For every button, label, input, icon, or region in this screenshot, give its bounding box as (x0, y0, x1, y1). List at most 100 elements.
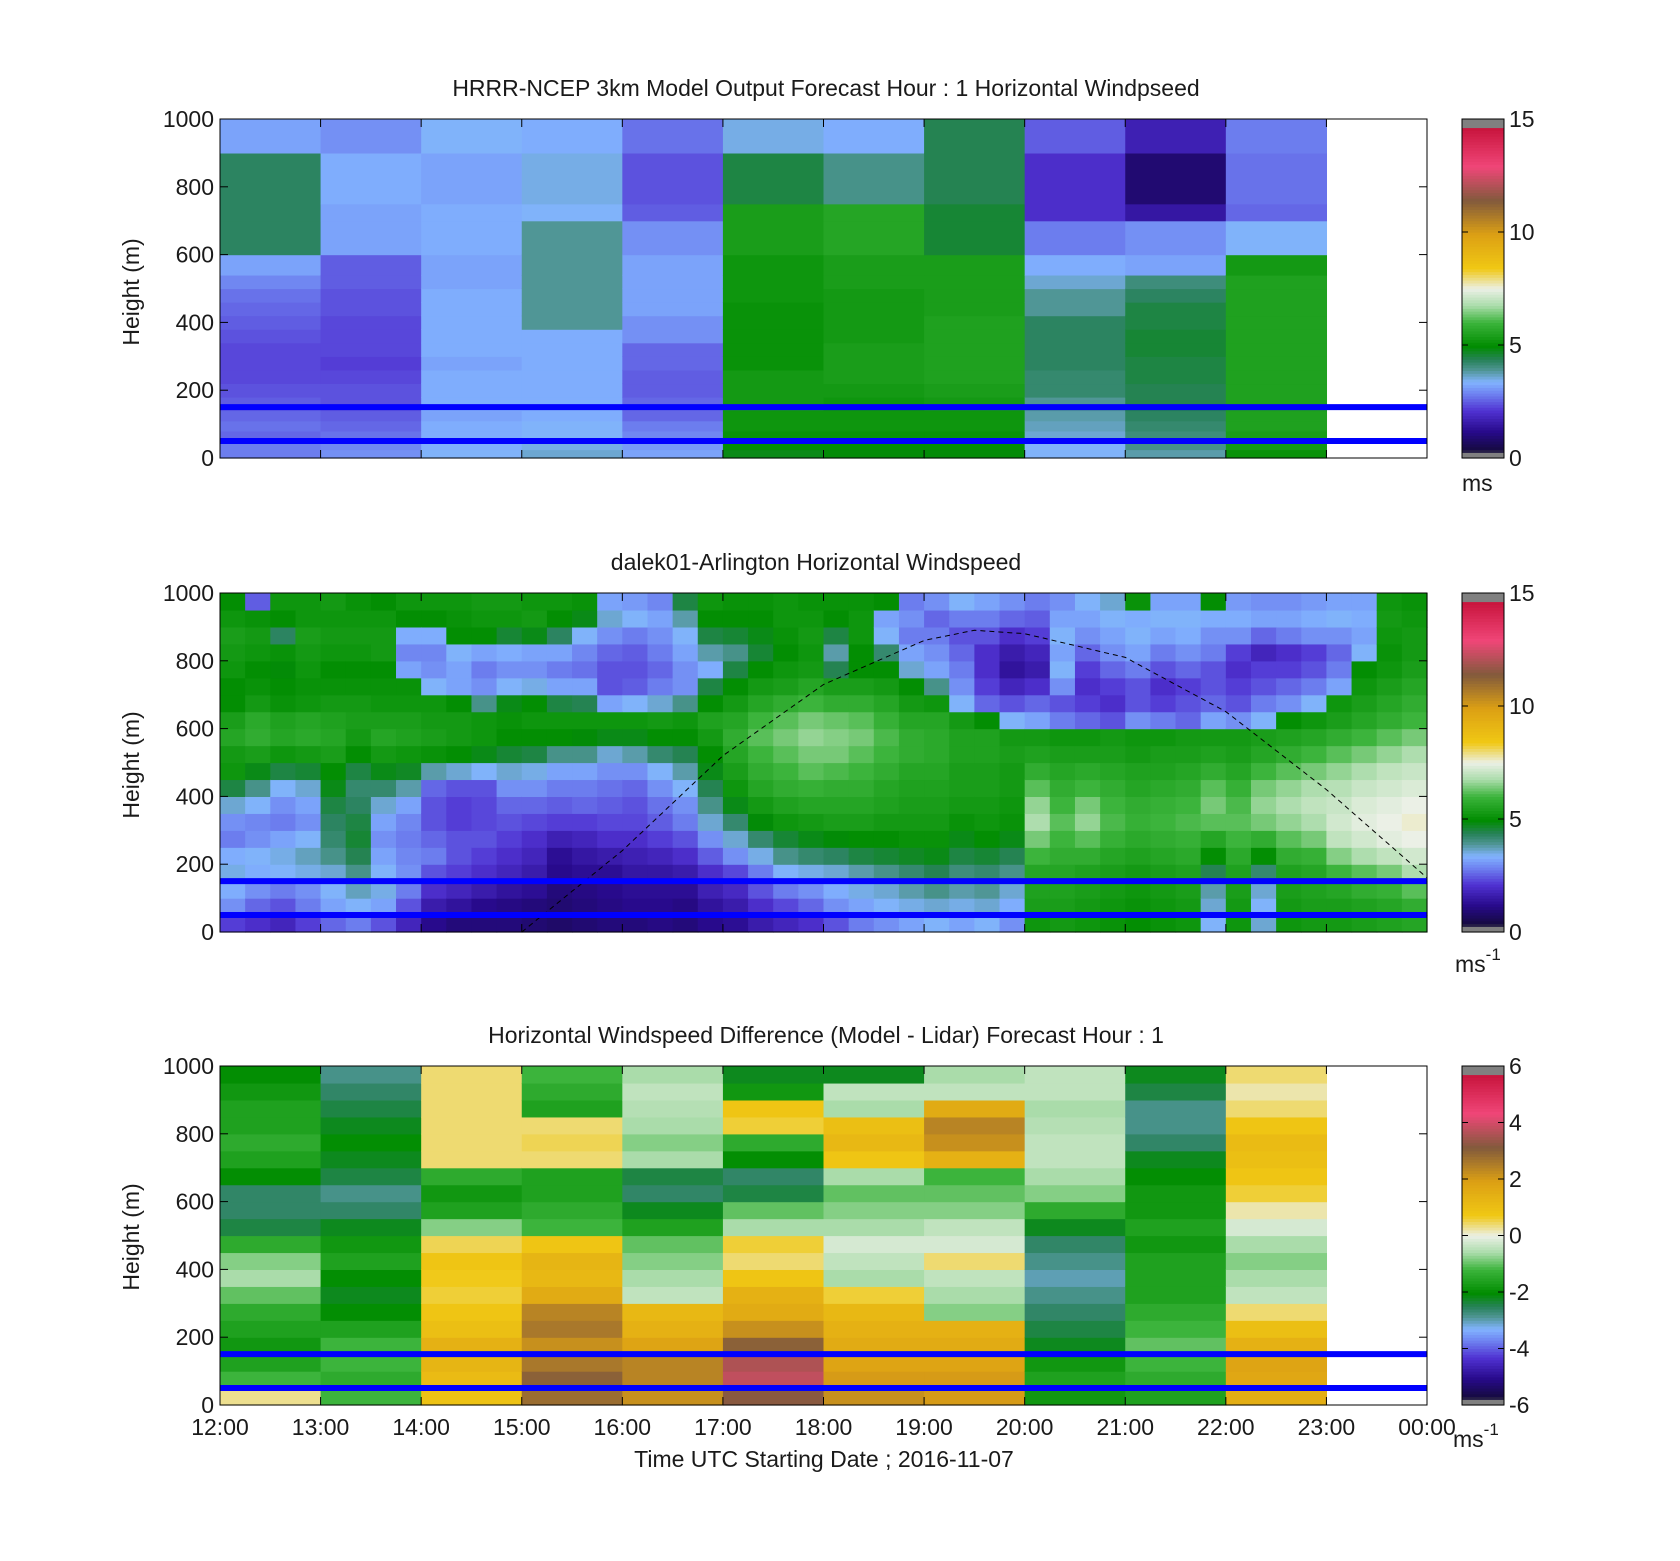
colorbar-segment (1462, 356, 1504, 360)
heatmap-cell (220, 643, 246, 662)
heatmap-cell (722, 677, 749, 696)
heatmap-cell (370, 609, 397, 628)
heatmap-cell (546, 643, 573, 662)
heatmap-cell (1376, 881, 1403, 899)
heatmap-cell (1326, 643, 1353, 662)
heatmap-cell (1225, 383, 1328, 398)
heatmap-cell (722, 779, 749, 797)
heatmap-cell (798, 728, 825, 747)
heatmap-cell (220, 779, 246, 797)
heatmap-cell (1024, 796, 1051, 814)
heatmap-cell (823, 813, 850, 831)
heatmap-cell (345, 830, 372, 848)
heatmap-cell (848, 626, 875, 645)
heatmap-cell (1125, 779, 1151, 797)
heatmap-cell (345, 813, 372, 831)
colorbar-segment (1462, 325, 1504, 329)
colorbar-segment (1462, 1382, 1504, 1386)
heatmap-cell (1150, 813, 1177, 831)
heatmap-cell (924, 383, 1026, 398)
heatmap-cell (1049, 609, 1076, 628)
colorbar-tick-label: 15 (1509, 580, 1535, 606)
heatmap-cell (1049, 813, 1076, 831)
colorbar-segment (1462, 294, 1504, 298)
colorbar-segment (1462, 1133, 1504, 1138)
heatmap-cell (672, 626, 699, 645)
heatmap-cell (823, 609, 850, 628)
heatmap-cell (521, 1082, 623, 1101)
heatmap-cell (345, 660, 372, 679)
heatmap-cell (370, 660, 397, 679)
heatmap-cell (471, 830, 498, 848)
heatmap-cell (521, 356, 623, 371)
heatmap-cell (1225, 1167, 1328, 1186)
heatmap-cell (220, 383, 322, 398)
heatmap-cell (622, 1354, 724, 1372)
heatmap-cell (245, 728, 271, 747)
heatmap-cell (924, 449, 1026, 459)
heatmap-cell (1150, 643, 1177, 662)
heatmap-cell (823, 1303, 925, 1321)
heatmap-cell (1250, 745, 1277, 764)
heatmap-cell (1351, 711, 1378, 730)
heatmap-cell (1024, 315, 1126, 330)
heatmap-cell (521, 441, 623, 451)
heatmap-cell (798, 643, 825, 662)
heatmap-cell (722, 796, 749, 814)
heatmap-cell (1175, 745, 1202, 764)
heatmap-cell (1175, 881, 1202, 899)
heatmap-cell (722, 711, 749, 730)
heatmap-cell (572, 711, 598, 730)
colorbar-segment (1462, 1385, 1504, 1389)
colorbar-segment (1462, 626, 1504, 631)
heatmap-cell (722, 430, 825, 442)
heatmap-cell (748, 626, 774, 645)
heatmap-cell (1024, 1133, 1126, 1152)
heatmap-cell (898, 830, 925, 848)
heatmap-cell (1225, 369, 1328, 385)
heatmap-cell (848, 677, 875, 696)
colorbar-segment (1462, 717, 1504, 721)
colorbar-segment (1462, 1210, 1504, 1214)
heatmap-cell (848, 830, 875, 848)
heatmap-cell (220, 1150, 322, 1169)
heatmap-cell (1150, 847, 1177, 865)
heatmap-cell (999, 847, 1026, 865)
heatmap-cell (521, 915, 548, 933)
colorbar-segment (1462, 1266, 1504, 1271)
sun-elevation-curve (521, 629, 1428, 933)
heatmap-cell (697, 915, 724, 933)
colorbar-segment (1462, 1094, 1504, 1098)
colorbar-segment (1462, 336, 1504, 340)
heatmap-cell (622, 1082, 724, 1101)
heatmap-cell (622, 203, 724, 222)
heatmap-cell (1125, 677, 1151, 696)
colorbar-segment (1462, 638, 1504, 642)
colorbar-segment (1462, 305, 1504, 309)
heatmap-cell (1024, 342, 1126, 357)
colorbar-segment (1462, 285, 1504, 290)
heatmap-cell (245, 762, 271, 781)
heatmap-cell (773, 745, 799, 764)
heatmap-cell (1150, 745, 1177, 764)
heatmap-cell (949, 643, 975, 662)
heatmap-cell (974, 711, 1001, 730)
colorbar-segment (1462, 243, 1504, 247)
heatmap-cell (1225, 430, 1328, 442)
heatmap-cell (245, 830, 271, 848)
heatmap-cell (1326, 779, 1353, 797)
heatmap-cell (622, 1184, 724, 1203)
heatmap-cell (220, 329, 322, 344)
heatmap-cell (597, 915, 623, 933)
heatmap-cell (1351, 847, 1378, 865)
colorbar-segment (1462, 1286, 1504, 1290)
heatmap-cell (773, 830, 799, 848)
heatmap-cell (1301, 728, 1328, 747)
heatmap-cell (924, 430, 1026, 442)
heatmap-cell (898, 694, 925, 713)
heatmap-cell (1401, 762, 1428, 781)
heatmap-cell (1351, 881, 1378, 899)
heatmap-cell (295, 779, 322, 797)
